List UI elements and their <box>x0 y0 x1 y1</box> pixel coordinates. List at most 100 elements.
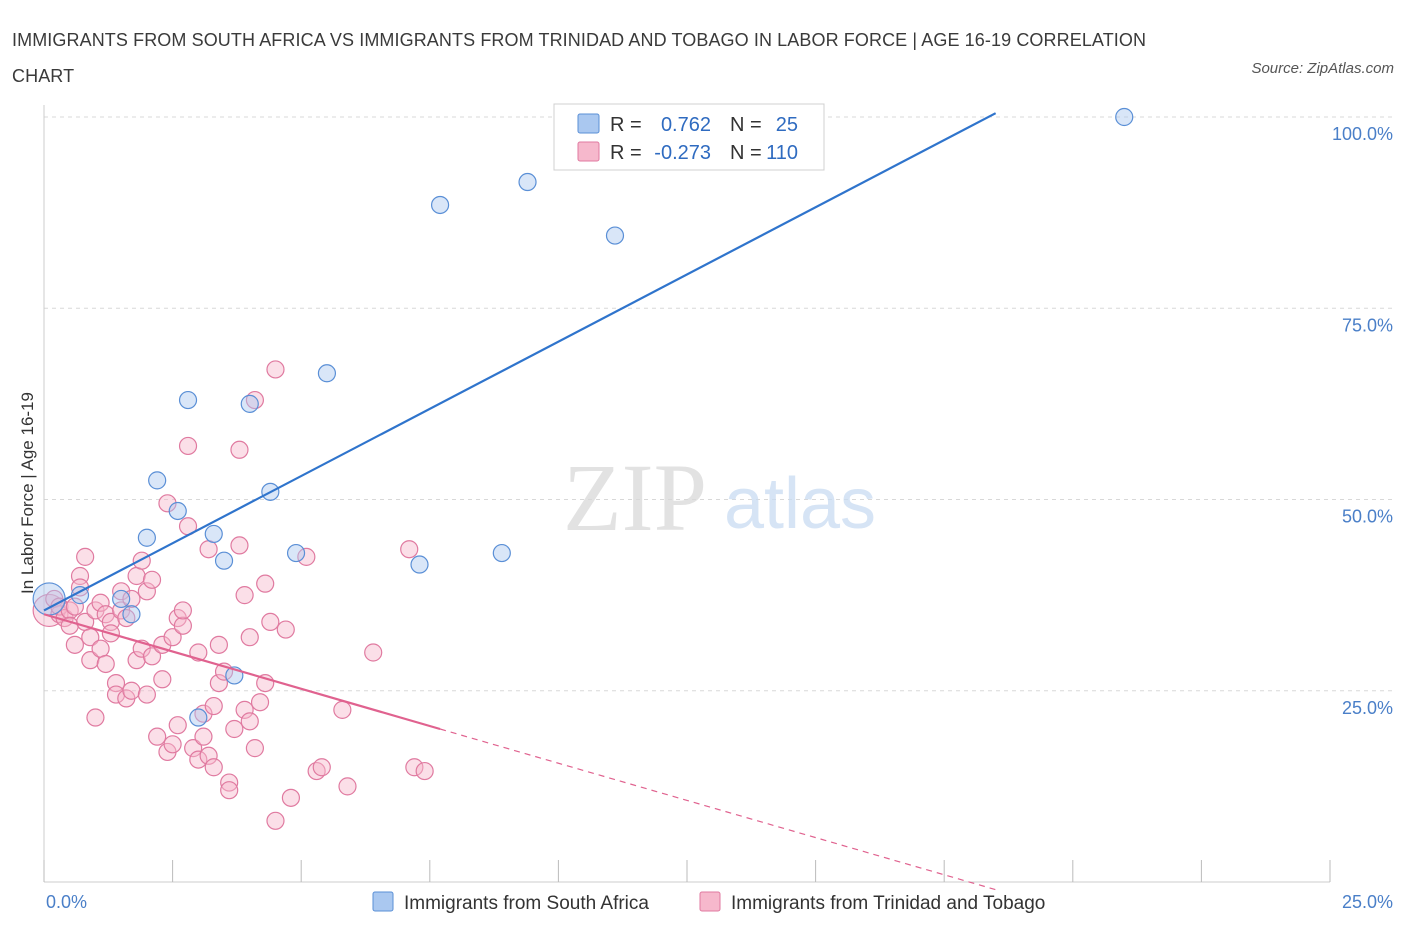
pink-point-60 <box>204 758 223 777</box>
pink-point-57 <box>199 540 218 559</box>
blue-point-19 <box>518 172 537 192</box>
pink-point-42 <box>158 494 177 513</box>
pink-point-29 <box>122 589 141 609</box>
pink-point-89 <box>400 540 419 559</box>
blue-point-21 <box>1115 107 1134 127</box>
pink-point-48 <box>173 616 192 635</box>
pink-point-61 <box>209 635 228 654</box>
blue-point-5 <box>148 471 167 490</box>
pink-point-17 <box>91 639 110 658</box>
pink-point-91 <box>415 761 434 781</box>
pink-point-11 <box>76 547 95 566</box>
pink-point-69 <box>235 586 254 605</box>
bottom-legend-swatch-blue <box>372 891 394 912</box>
blue-point-6 <box>168 501 187 521</box>
pink-point-38 <box>142 647 162 666</box>
pink-point-47 <box>168 716 187 735</box>
pink-point-64 <box>220 773 239 792</box>
pink-point-31 <box>127 566 146 586</box>
y-axis-label: In Labor Force | Age 16-19 <box>18 392 37 594</box>
pink-point-37 <box>142 570 162 589</box>
blue-point-2 <box>112 589 131 609</box>
pink-point-74 <box>245 739 265 758</box>
pink-point-90 <box>405 758 424 777</box>
blue-point-8 <box>189 708 208 727</box>
pink-point-88 <box>364 643 383 662</box>
pink-point-20 <box>96 654 115 674</box>
pink-point-44 <box>163 628 182 647</box>
legend-swatch-pink <box>577 141 600 162</box>
watermark-zip: ZIP <box>563 444 707 551</box>
watermark-atlas: atlas <box>724 464 876 544</box>
blue-point-3 <box>122 605 141 624</box>
pink-point-75 <box>250 693 270 712</box>
pink-point-66 <box>225 719 244 739</box>
pink-point-16 <box>86 708 105 727</box>
pink-point-83 <box>297 547 316 566</box>
legend-r-label-pink: R = <box>610 142 642 164</box>
pink-point-45 <box>163 735 182 754</box>
bottom-legend: Immigrants from South Africa Immigrants … <box>372 891 1045 914</box>
pink-point-87 <box>338 777 357 796</box>
axes <box>43 105 1331 883</box>
blue-point-17 <box>430 195 450 215</box>
blue-point-10 <box>214 551 234 570</box>
pink-trend-extension <box>439 728 996 891</box>
top-legend: R = 0.762 N = 25 R = -0.273 N = 110 <box>553 103 825 171</box>
blue-point-4 <box>137 528 156 547</box>
pink-point-24 <box>106 685 126 704</box>
x-tick-label-0: 0.0% <box>46 892 87 912</box>
legend-n-label-pink: N = <box>730 142 762 164</box>
blue-point-12 <box>240 394 259 413</box>
pink-trend-line <box>43 613 441 731</box>
pink-point-85 <box>312 758 331 777</box>
pink-point-18 <box>91 593 110 612</box>
x-tick-label-1: 25.0% <box>1342 892 1393 912</box>
pink-point-58 <box>199 746 218 765</box>
pink-point-30 <box>122 681 141 700</box>
blue-series-points <box>32 107 1134 727</box>
pink-point-56 <box>194 727 213 746</box>
pink-point-7 <box>65 597 84 616</box>
blue-point-15 <box>317 364 337 383</box>
chart-title: IMMIGRANTS FROM SOUTH AFRICA VS IMMIGRAN… <box>12 30 1147 86</box>
pink-point-8 <box>65 635 84 654</box>
pink-point-32 <box>127 651 146 670</box>
pink-point-70 <box>235 700 254 719</box>
blue-trend-line <box>43 112 997 612</box>
legend-n-value-pink: 110 <box>766 142 798 164</box>
pink-point-81 <box>276 620 295 639</box>
bottom-legend-label-pink: Immigrants from Trinidad and Tobago <box>731 893 1045 914</box>
pink-point-86 <box>333 700 352 719</box>
pink-point-36 <box>137 685 156 704</box>
bottom-legend-swatch-pink <box>699 891 721 912</box>
legend-n-label-blue: N = <box>730 114 762 136</box>
pink-point-76 <box>256 574 275 593</box>
blue-point-16 <box>410 555 429 574</box>
legend-r-label-blue: R = <box>610 114 642 136</box>
pink-point-40 <box>153 670 172 689</box>
legend-r-value-blue: 0.762 <box>661 114 711 136</box>
pink-point-54 <box>189 750 208 769</box>
blue-point-7 <box>178 390 198 410</box>
blue-point-9 <box>204 524 223 544</box>
pink-point-80 <box>266 811 285 830</box>
pink-series-points <box>32 360 434 830</box>
pink-point-67 <box>230 440 249 459</box>
pink-point-26 <box>112 582 131 601</box>
pink-point-72 <box>240 712 259 731</box>
x-tick-labels: 0.0% 25.0% <box>46 892 1393 912</box>
legend-swatch-blue <box>577 113 600 134</box>
pink-point-35 <box>137 582 156 601</box>
y-tick-label-0: 25.0% <box>1342 698 1393 718</box>
pink-point-78 <box>261 612 280 632</box>
blue-point-14 <box>286 543 306 563</box>
blue-point-0 <box>32 582 66 616</box>
source-label: Source: ZipAtlas.com <box>1251 60 1394 77</box>
pink-point-33 <box>132 551 151 570</box>
y-tick-label-1: 50.0% <box>1342 507 1393 527</box>
pink-point-68 <box>230 536 249 555</box>
pink-point-39 <box>148 727 167 746</box>
y-tick-label-2: 75.0% <box>1342 315 1393 335</box>
